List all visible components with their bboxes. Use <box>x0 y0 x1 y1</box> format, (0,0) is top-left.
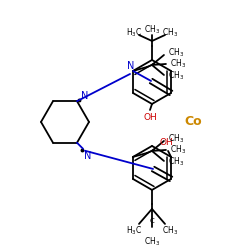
Text: N: N <box>81 91 89 101</box>
Text: H$_3$C: H$_3$C <box>126 27 142 39</box>
Text: C: C <box>150 218 154 224</box>
Text: CH$_3$: CH$_3$ <box>170 144 186 156</box>
Text: CH$_3$: CH$_3$ <box>168 70 184 82</box>
Text: CH$_3$: CH$_3$ <box>168 156 184 168</box>
Text: N: N <box>84 151 92 161</box>
Text: OH: OH <box>143 114 157 122</box>
Text: CH$_3$: CH$_3$ <box>162 225 178 237</box>
Text: N: N <box>127 61 135 71</box>
Text: CH$_3$: CH$_3$ <box>168 47 184 59</box>
Text: CH$_3$: CH$_3$ <box>168 133 184 145</box>
Text: CH$_3$: CH$_3$ <box>162 27 178 39</box>
Text: H$_3$C: H$_3$C <box>126 225 142 237</box>
Text: Co: Co <box>184 116 202 128</box>
Text: CH$_3$: CH$_3$ <box>144 236 160 248</box>
Text: CH$_3$: CH$_3$ <box>170 58 186 70</box>
Text: CH$_3$: CH$_3$ <box>144 24 160 36</box>
Text: OH: OH <box>159 138 173 147</box>
